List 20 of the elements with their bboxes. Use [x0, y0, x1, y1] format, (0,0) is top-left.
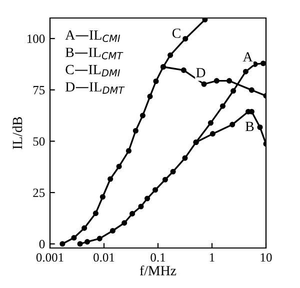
annotation: B: [246, 122, 254, 132]
annotation: C: [172, 28, 180, 38]
x-tick-label: 0.01: [94, 253, 114, 262]
x-tick-label: 1: [210, 253, 214, 262]
x-tick-label: 0.001: [36, 253, 64, 262]
annotation: C—IL$_{DMI}$: [66, 64, 120, 76]
x-tick-label: 10: [260, 253, 272, 262]
y-tick-label: 25: [33, 188, 45, 198]
annotation: D: [196, 68, 206, 78]
y-tick-label: 0: [39, 240, 45, 248]
annotation: A—IL$_{CMI}$: [65, 30, 120, 42]
annotation: D—IL$_{DMT}$: [66, 82, 125, 94]
annotation: B—IL$_{CMT}$: [66, 48, 124, 60]
y-tick-label: 100: [27, 34, 45, 43]
x-tick-label: 0.1: [150, 253, 166, 262]
x-axis-title: f/MHz: [140, 265, 176, 276]
annotation: A: [242, 52, 253, 62]
y-tick-label: 50: [33, 137, 45, 146]
y-tick-label: 75: [33, 86, 45, 94]
y-axis-title: IL/dB: [12, 117, 22, 150]
